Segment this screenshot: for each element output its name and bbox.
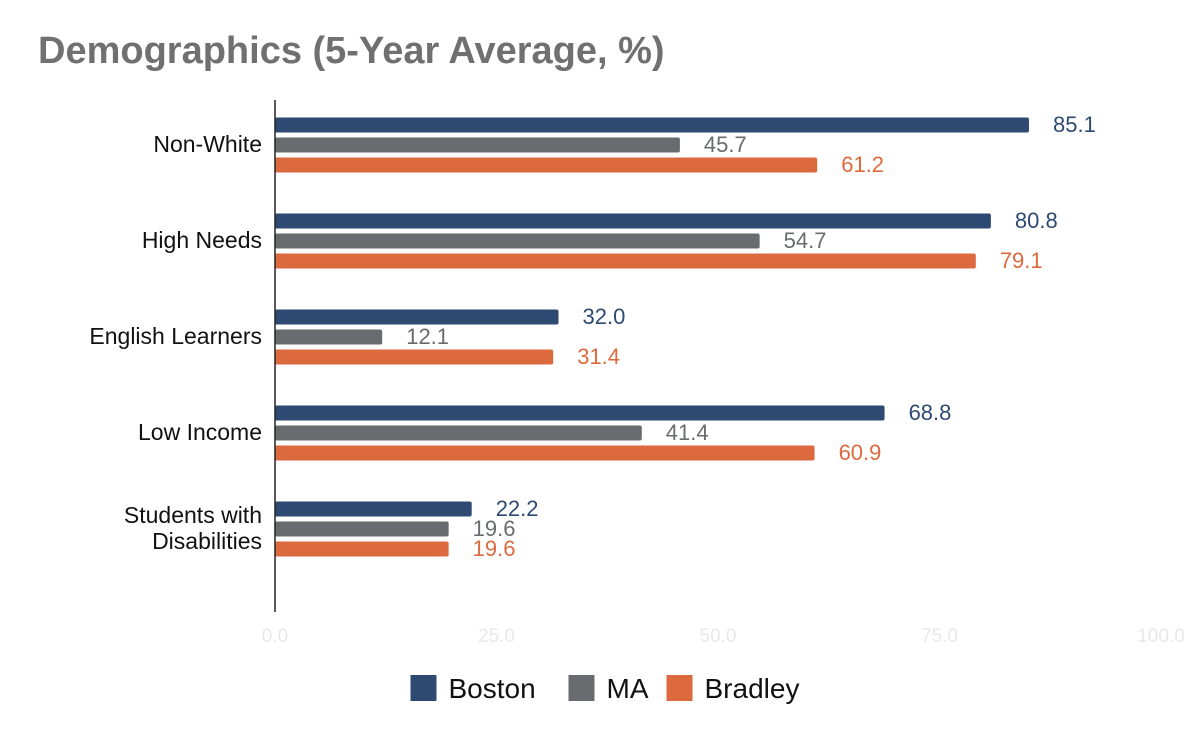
- data-label-ma: 41.4: [666, 420, 709, 445]
- category-label: Disabilities: [152, 528, 262, 554]
- bar-boston: [275, 213, 991, 229]
- data-label-bradley: 79.1: [1000, 248, 1043, 273]
- data-label-boston: 22.2: [496, 496, 539, 521]
- data-label-ma: 12.1: [406, 324, 449, 349]
- data-label-boston: 80.8: [1015, 208, 1058, 233]
- x-tick-label: 100.0: [1137, 626, 1185, 647]
- bar-ma: [275, 521, 449, 537]
- data-label-bradley: 31.4: [577, 344, 620, 369]
- bar-bradley: [275, 541, 449, 557]
- legend-swatch-ma: [568, 675, 595, 701]
- bar-boston: [275, 405, 885, 421]
- bar-bradley: [275, 157, 818, 173]
- x-tick-label: 75.0: [921, 626, 958, 647]
- x-tick-label: 25.0: [478, 626, 515, 647]
- bar-bradley: [275, 445, 815, 461]
- data-label-boston: 68.8: [909, 400, 952, 425]
- category-label: High Needs: [142, 227, 262, 253]
- bar-bradley: [275, 349, 554, 365]
- x-tick-label: 50.0: [700, 626, 737, 647]
- bar-boston: [275, 309, 559, 325]
- data-label-ma: 19.6: [473, 516, 516, 541]
- category-label: Non-White: [153, 131, 262, 157]
- legend-label-ma: MA: [607, 673, 649, 704]
- x-tick-label: 0.0: [262, 626, 288, 647]
- chart-title: Demographics (5-Year Average, %): [38, 30, 665, 72]
- bar-ma: [275, 425, 642, 441]
- bar-ma: [275, 233, 760, 249]
- data-label-bradley: 60.9: [839, 440, 882, 465]
- bar-boston: [275, 117, 1029, 133]
- data-label-bradley: 19.6: [473, 536, 516, 561]
- legend-swatch-bradley: [666, 675, 693, 701]
- data-label-boston: 85.1: [1053, 112, 1096, 137]
- legend-label-boston: Boston: [449, 673, 536, 704]
- category-label: English Learners: [89, 323, 262, 349]
- legend-swatch-boston: [410, 675, 437, 701]
- data-label-ma: 54.7: [784, 228, 827, 253]
- bar-ma: [275, 137, 680, 153]
- bar-boston: [275, 501, 472, 517]
- data-label-boston: 32.0: [583, 304, 626, 329]
- bar-bradley: [275, 253, 976, 269]
- data-label-bradley: 61.2: [841, 152, 884, 177]
- category-label: Low Income: [138, 419, 262, 445]
- data-label-ma: 45.7: [704, 132, 747, 157]
- legend-label-bradley: Bradley: [705, 673, 800, 704]
- category-label: Students with: [124, 502, 262, 528]
- bar-ma: [275, 329, 383, 345]
